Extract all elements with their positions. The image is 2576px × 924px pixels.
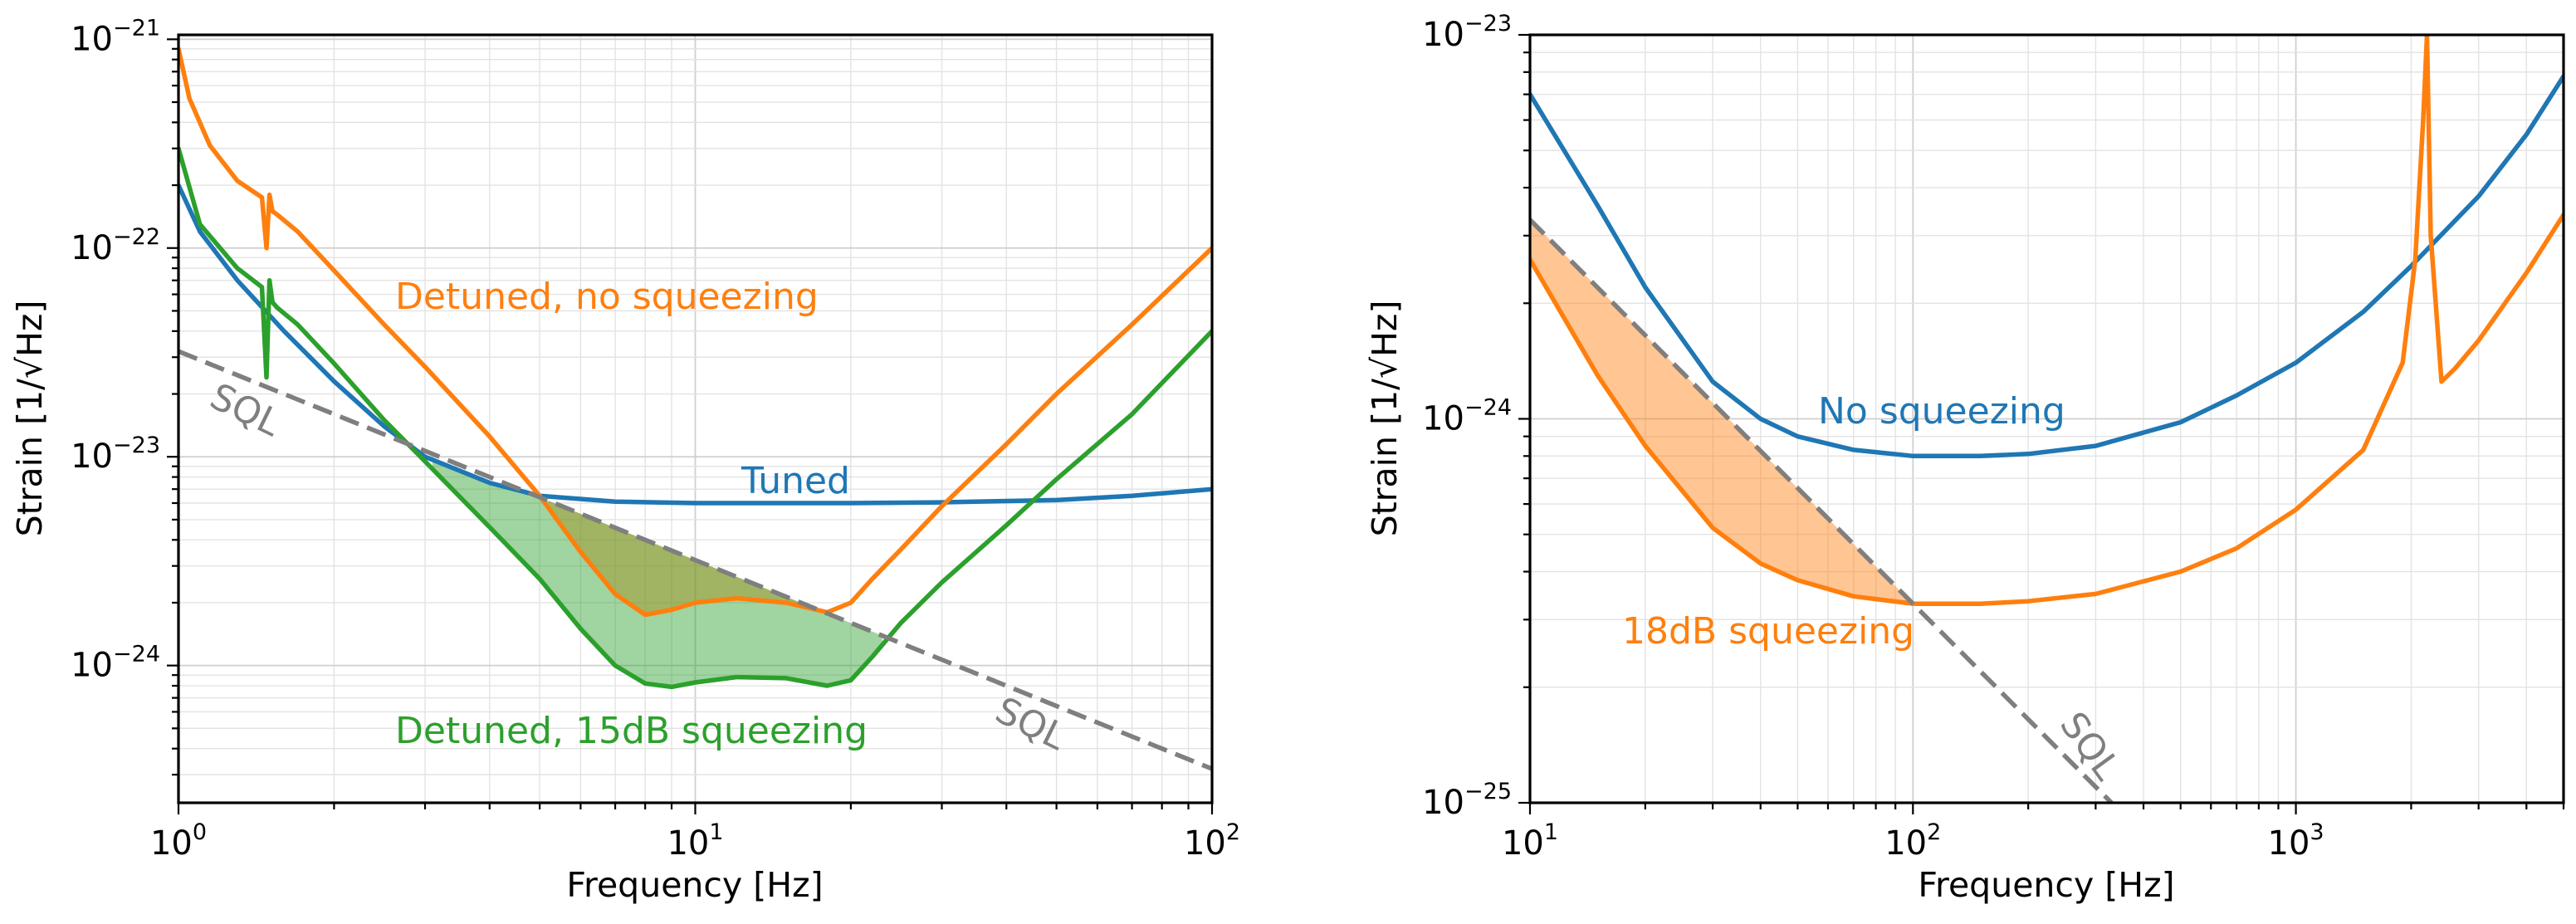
left-y-axis-label: Strain [1/√Hz] (10, 301, 50, 537)
annotation-tuned: Tuned (741, 460, 850, 502)
annotation-no-squeezing: No squeezing (1818, 390, 2065, 433)
y-tick-label: 10−22 (71, 224, 160, 267)
series-line-sql (1530, 218, 2114, 803)
right-y-axis-label: Strain [1/√Hz] (1365, 301, 1405, 537)
left-ticks: 100 101 102 10−24 10−23 10−22 10−21 (71, 15, 1240, 863)
series-line-sql (178, 349, 1212, 771)
left-chart: 100 101 102 10−24 10−23 10−22 10−21 Frequency … (10, 15, 1240, 905)
y-tick-label: 10−21 (71, 15, 160, 58)
y-tick-label: 10−23 (1422, 11, 1512, 54)
shaded-region (432, 459, 882, 687)
series-line-detuned-15db-squeezing (178, 146, 1212, 690)
x-tick-label: 102 (1184, 819, 1240, 863)
left-grid (178, 35, 1213, 803)
x-tick-label: 103 (2268, 819, 2324, 863)
x-tick-label: 101 (1502, 819, 1558, 863)
y-tick-label: 10−25 (1422, 779, 1512, 822)
y-tick-label: 10−23 (71, 433, 160, 476)
series-line-18db-squeezing (1530, 35, 2564, 606)
series-line-no-squeezing (1530, 74, 2564, 459)
annotation-detuned-15db-squeezing: Detuned, 15dB squeezing (395, 710, 868, 752)
right-series (1530, 35, 2564, 803)
y-tick-label: 10−24 (1422, 395, 1512, 438)
right-ticks: 101 102 103 10−25 10−24 10−23 (1422, 11, 2565, 863)
series-line-detuned-no-squeezing (178, 46, 1212, 618)
right-x-axis-label: Frequency [Hz] (1918, 865, 2174, 905)
x-tick-label: 101 (667, 819, 723, 863)
left-x-axis-label: Frequency [Hz] (566, 865, 823, 905)
annotation-detuned-no-squeezing: Detuned, no squeezing (395, 276, 819, 318)
left-series (178, 46, 1212, 771)
y-tick-label: 10−24 (71, 642, 160, 685)
x-tick-label: 102 (1884, 819, 1941, 863)
x-tick-label: 100 (150, 819, 207, 863)
annotation-18db-squeezing: 18dB squeezing (1622, 610, 1914, 653)
